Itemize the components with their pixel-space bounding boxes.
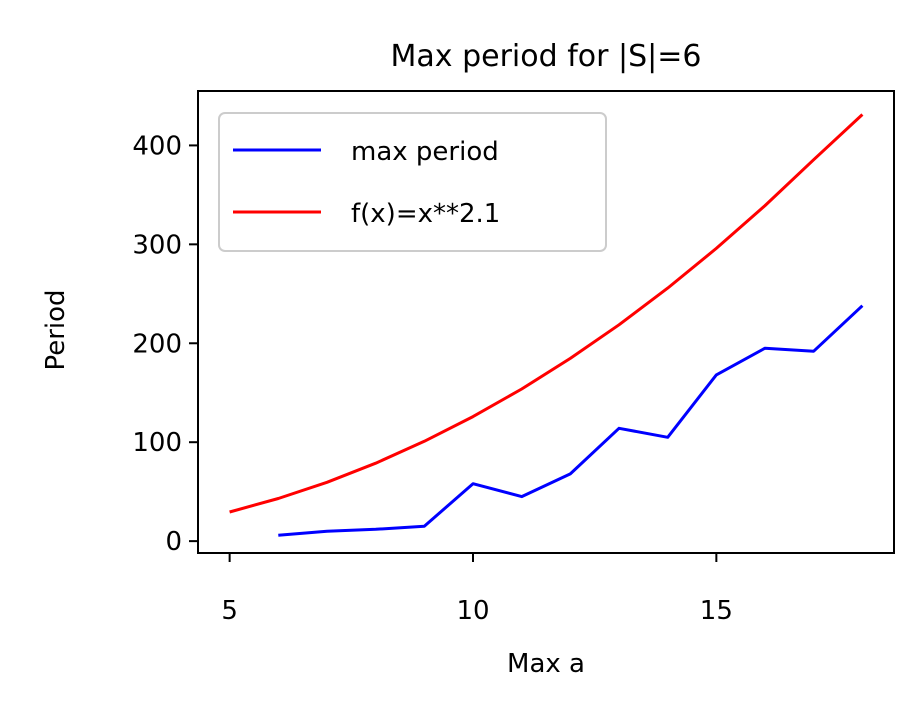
y-axis: 0 100 200 300 400 bbox=[132, 131, 198, 557]
y-tick-label: 0 bbox=[165, 527, 182, 557]
legend-label-fx: f(x)=x**2.1 bbox=[351, 199, 500, 229]
series-lines bbox=[229, 113, 864, 537]
x-tick-label: 10 bbox=[456, 596, 489, 626]
x-axis-label: Max a bbox=[507, 649, 585, 679]
x-axis: 5 10 15 bbox=[221, 553, 733, 626]
y-tick-label: 300 bbox=[132, 230, 182, 260]
chart-title: Max period for |S|=6 bbox=[391, 39, 702, 74]
y-tick-label: 100 bbox=[132, 428, 182, 458]
plot-area-frame bbox=[197, 90, 895, 554]
y-tick-label: 200 bbox=[132, 329, 182, 359]
x-tick-label: 15 bbox=[700, 596, 733, 626]
series-line-fx bbox=[229, 113, 864, 514]
series-line-max-period bbox=[278, 304, 864, 537]
legend-box bbox=[218, 112, 607, 252]
y-axis-label: Period bbox=[41, 289, 71, 370]
y-tick-label: 400 bbox=[132, 131, 182, 161]
legend: max period f(x)=x**2.1 bbox=[218, 112, 607, 252]
legend-label-max-period: max period bbox=[351, 137, 499, 167]
x-tick-label: 5 bbox=[221, 596, 238, 626]
